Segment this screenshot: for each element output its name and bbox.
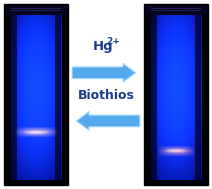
FancyBboxPatch shape: [4, 4, 68, 185]
FancyBboxPatch shape: [55, 15, 61, 180]
Text: Hg: Hg: [93, 40, 114, 53]
Bar: [144, 4, 208, 185]
Text: 2+: 2+: [106, 37, 120, 46]
Text: Biothios: Biothios: [78, 89, 134, 102]
Bar: [4, 4, 68, 185]
FancyBboxPatch shape: [195, 15, 201, 180]
Bar: [11, 10, 61, 11]
Bar: [151, 10, 201, 11]
FancyBboxPatch shape: [4, 4, 68, 15]
FancyBboxPatch shape: [158, 181, 194, 186]
FancyBboxPatch shape: [144, 4, 208, 15]
Bar: [151, 8, 201, 9]
FancyBboxPatch shape: [11, 15, 17, 180]
FancyBboxPatch shape: [151, 15, 157, 180]
Bar: [11, 8, 61, 9]
FancyBboxPatch shape: [18, 181, 54, 186]
FancyArrow shape: [76, 112, 140, 130]
FancyBboxPatch shape: [144, 4, 208, 185]
FancyArrow shape: [72, 63, 136, 82]
